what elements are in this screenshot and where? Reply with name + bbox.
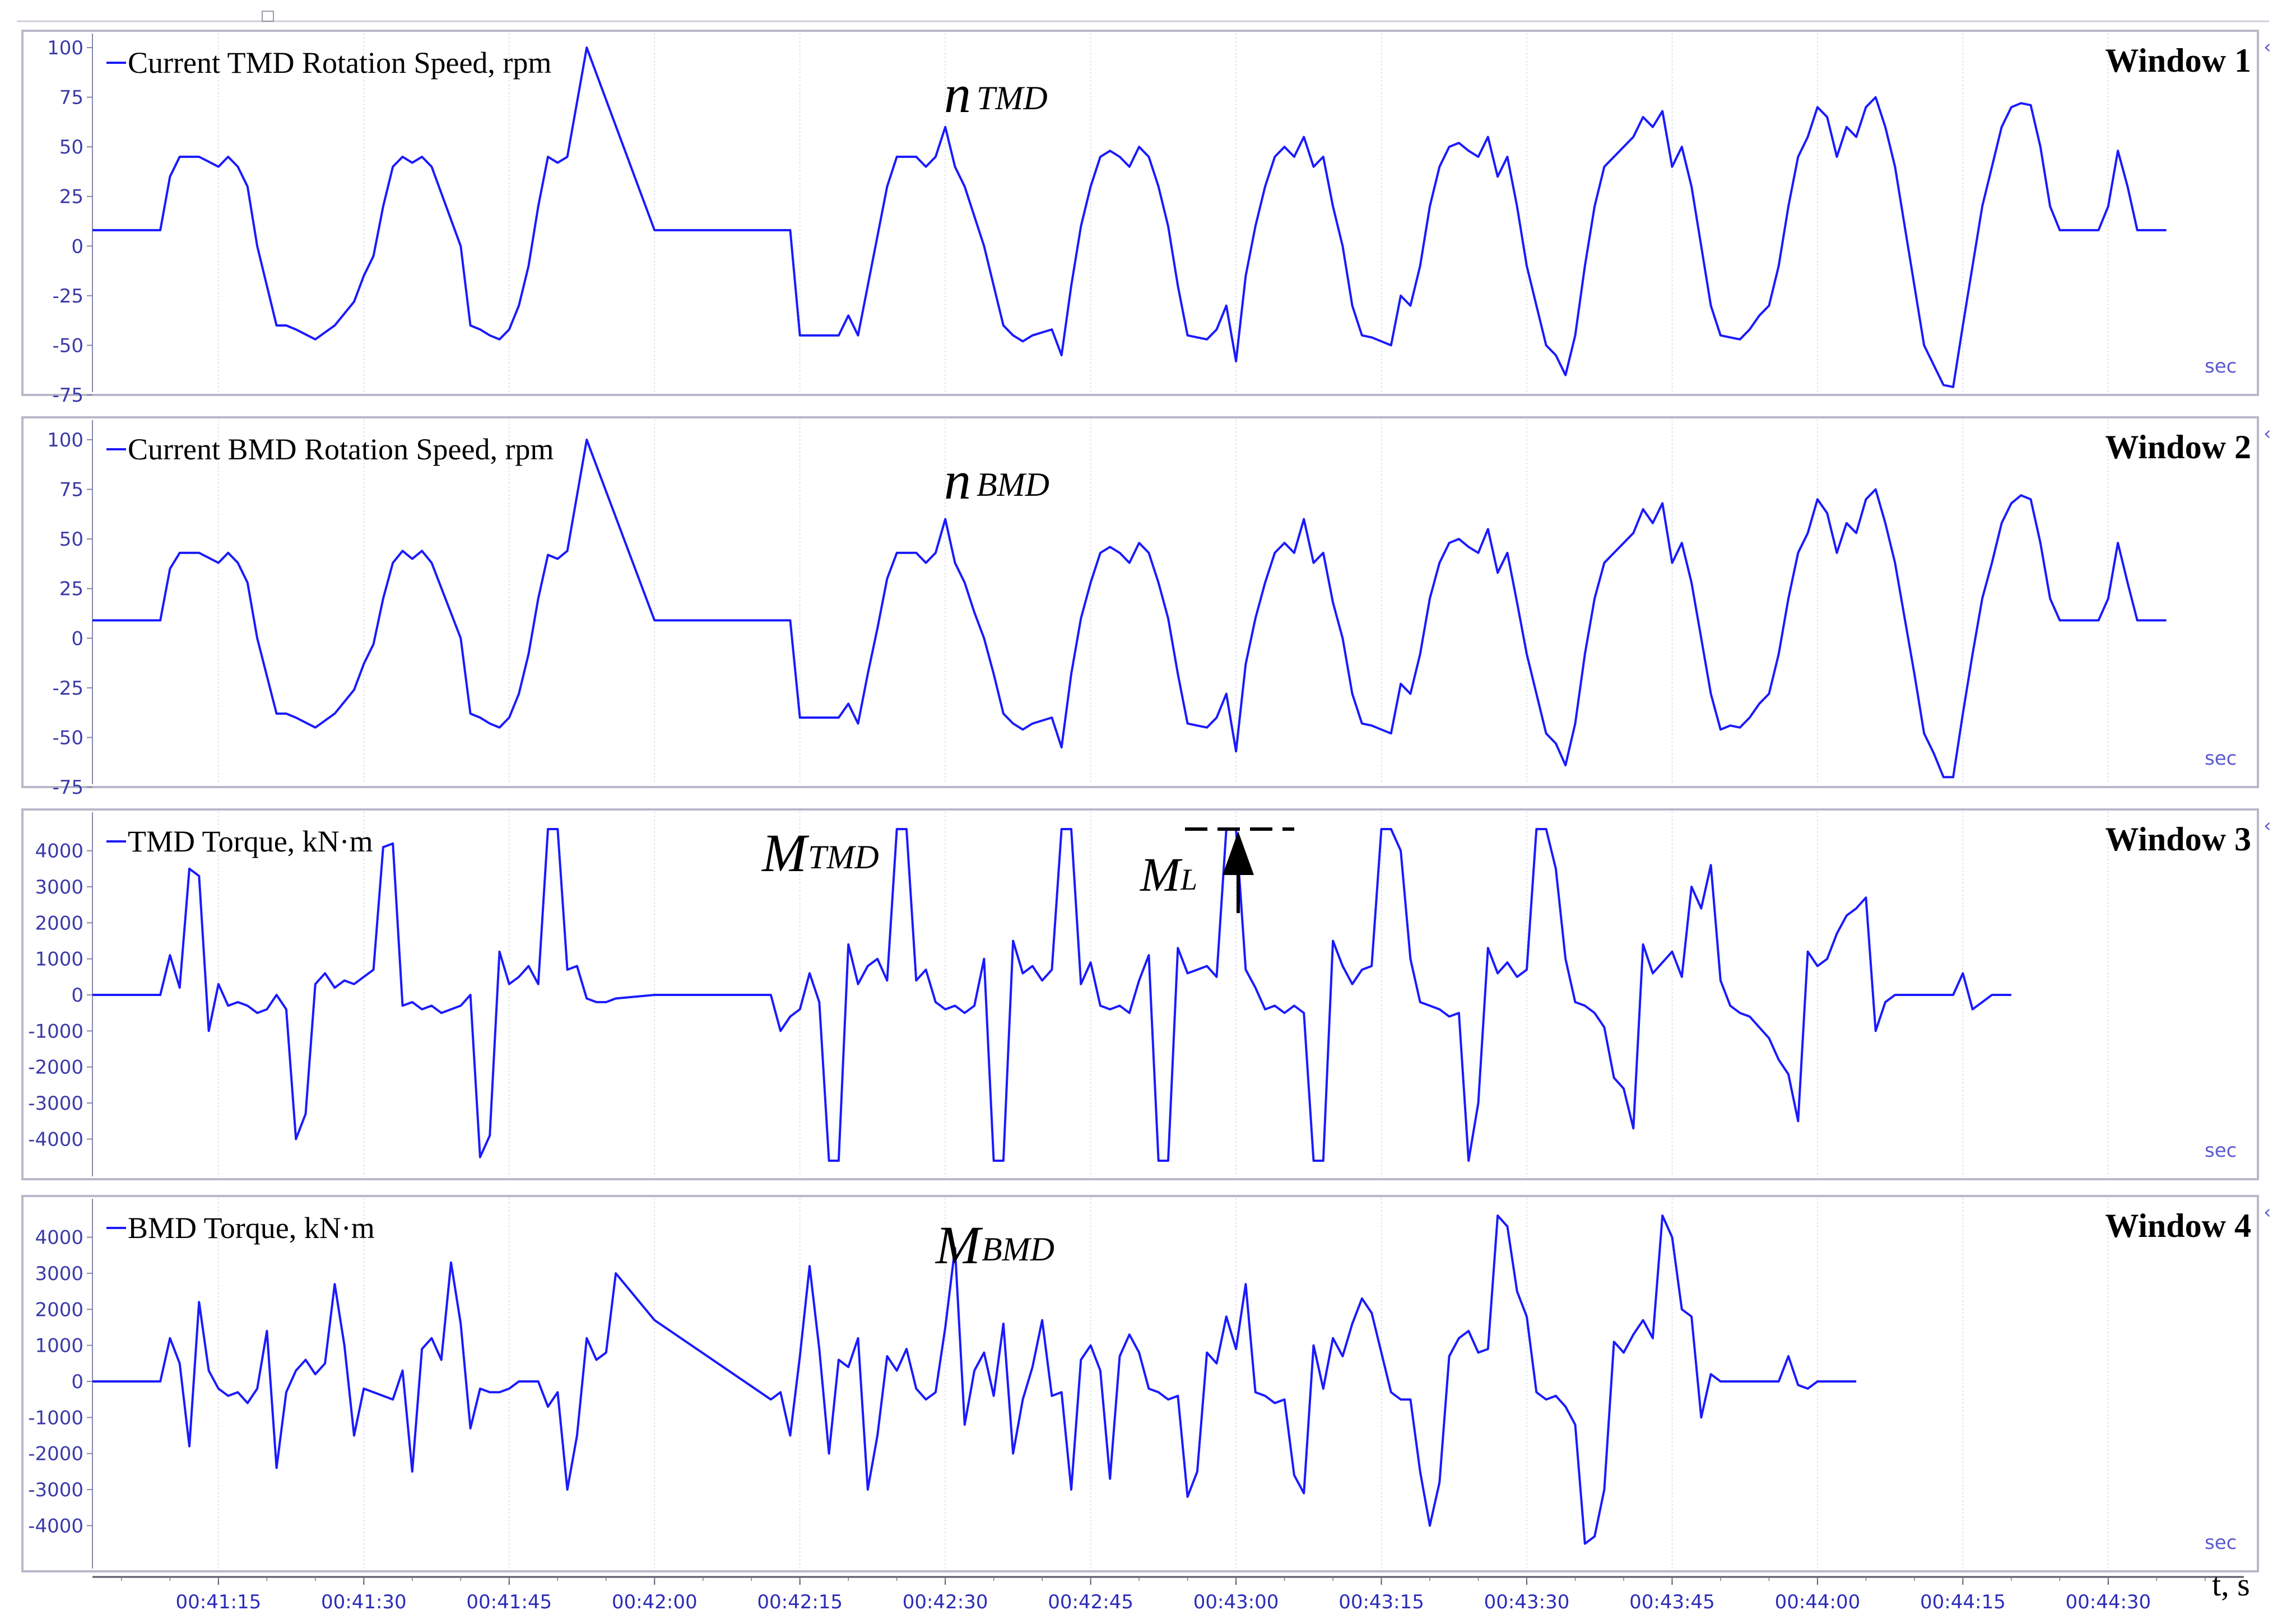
series-line (92, 828, 2011, 1162)
x-tick-label: 00:43:15 (1338, 1591, 1424, 1613)
y-tick-label: -50 (52, 334, 83, 357)
x-tick-label: 00:43:45 (1629, 1591, 1715, 1613)
frame-handle-box (262, 11, 274, 22)
scroll-caret-icon[interactable]: ‹ (2264, 1201, 2271, 1223)
unit-label: sec (2205, 747, 2237, 770)
y-tick-label: 25 (59, 186, 83, 208)
y-tick-label: 75 (59, 479, 83, 501)
series-line (92, 46, 2167, 388)
y-tick-label: -1000 (28, 1020, 83, 1043)
panel-border (21, 1195, 2259, 1572)
y-tick-label: 2000 (35, 912, 83, 934)
ml-arrow-head-icon (1223, 831, 1254, 875)
y-tick-label: -4000 (28, 1515, 83, 1537)
x-tick-label: 00:44:30 (2065, 1591, 2151, 1613)
legend-label: Current BMD Rotation Speed, rpm (128, 432, 554, 466)
window-title: Window 2 (2105, 429, 2251, 466)
y-tick-label: 1000 (35, 948, 83, 971)
x-tick-label: 00:42:30 (903, 1591, 988, 1613)
y-tick-label: 1000 (35, 1335, 83, 1357)
ml-annotation-subscript: L (1180, 863, 1197, 896)
annotation-label: M (935, 1215, 983, 1275)
x-tick-label: 00:42:15 (757, 1591, 843, 1613)
y-tick-label: 4000 (35, 1227, 83, 1249)
unit-label: sec (2205, 1139, 2237, 1162)
y-tick-label: 50 (59, 528, 83, 551)
chart-panel-3: 4000 3000 2000 1000 0 -1000 -2000 -3000 -4000 TMD… (21, 808, 2271, 1180)
y-tick-label: 0 (71, 1371, 83, 1393)
window-title: Window 1 (2105, 42, 2251, 79)
y-tick-label: 0 (71, 984, 83, 1007)
panel-border (21, 416, 2259, 788)
x-axis: 00:41:15 00:41:30 00:41:45 00:42:00 00:42:15… (92, 1576, 2244, 1613)
legend-label: BMD Torque, kN·m (128, 1211, 375, 1245)
annotation-label: n (944, 450, 971, 510)
window-title: Window 4 (2105, 1207, 2251, 1244)
x-tick-label: 00:44:15 (1920, 1591, 2006, 1613)
y-tick-label: 50 (59, 136, 83, 159)
unit-label: sec (2205, 1532, 2237, 1554)
panel-border (21, 30, 2259, 396)
scroll-caret-icon[interactable]: ‹ (2264, 422, 2271, 445)
annotation-label: M (761, 823, 810, 883)
y-tick-label: -75 (52, 776, 83, 799)
chart-panel-4: 4000 3000 2000 1000 0 -1000 -2000 -3000 -4000 BMD… (21, 1195, 2271, 1572)
x-tick-label: 00:42:00 (612, 1591, 698, 1613)
y-tick-label: 0 (71, 627, 83, 650)
annotation-label: n (944, 64, 971, 124)
x-tick-label: 00:41:45 (466, 1591, 552, 1613)
y-tick-label: -75 (52, 384, 83, 407)
y-tick-label: 75 (59, 87, 83, 109)
y-tick-label: -4000 (28, 1128, 83, 1151)
y-tick-label: 3000 (35, 1263, 83, 1285)
ml-annotation-label: M (1139, 848, 1183, 901)
y-tick-label: -2000 (28, 1443, 83, 1465)
window-title: Window 3 (2105, 821, 2251, 858)
y-tick-label: -3000 (28, 1092, 83, 1115)
chart-panel-2: 100 75 50 25 0 -25 -50 -75 Current BMD Rotation … (21, 416, 2271, 799)
x-tick-label: 00:43:30 (1484, 1591, 1570, 1613)
y-tick-label: -2000 (28, 1057, 83, 1079)
x-tick-label: 00:42:45 (1048, 1591, 1133, 1613)
x-tick-label: 00:43:00 (1193, 1591, 1279, 1613)
legend-label: Current TMD Rotation Speed, rpm (128, 46, 551, 80)
scroll-caret-icon[interactable]: ‹ (2264, 815, 2271, 837)
y-tick-label: 3000 (35, 876, 83, 899)
legend-label: TMD Torque, kN·m (128, 825, 373, 858)
panels: 100 75 50 25 0 -25 -50 -75 Current TMD Rotation … (21, 30, 2271, 1572)
series-line (92, 1214, 1857, 1545)
y-tick-label: 25 (59, 578, 83, 601)
y-tick-label: 2000 (35, 1299, 83, 1321)
y-tick-label: 4000 (35, 840, 83, 863)
y-tick-label: -25 (52, 677, 83, 700)
chart-panel-1: 100 75 50 25 0 -25 -50 -75 Current TMD Rotation … (21, 30, 2271, 407)
series-line (92, 439, 2167, 779)
annotation-subscript: BMD (982, 1231, 1054, 1268)
x-tick-label: 00:41:30 (321, 1591, 407, 1613)
y-tick-label: -1000 (28, 1407, 83, 1429)
x-tick-label: 00:44:00 (1775, 1591, 1861, 1613)
unit-label: sec (2205, 355, 2237, 378)
y-tick-label: -25 (52, 285, 83, 308)
annotation-subscript: TMD (808, 839, 879, 876)
y-tick-label: -50 (52, 727, 83, 749)
x-tick-label: 00:41:15 (176, 1591, 262, 1613)
y-tick-label: -3000 (28, 1479, 83, 1501)
annotation-subscript: TMD (977, 80, 1048, 117)
y-tick-label: 100 (47, 429, 83, 452)
y-tick-label: 0 (71, 235, 83, 258)
x-axis-label: t, s (2212, 1566, 2250, 1603)
y-tick-label: 100 (47, 37, 83, 59)
scroll-caret-icon[interactable]: ‹ (2264, 36, 2271, 58)
annotation-subscript: BMD (977, 466, 1049, 503)
